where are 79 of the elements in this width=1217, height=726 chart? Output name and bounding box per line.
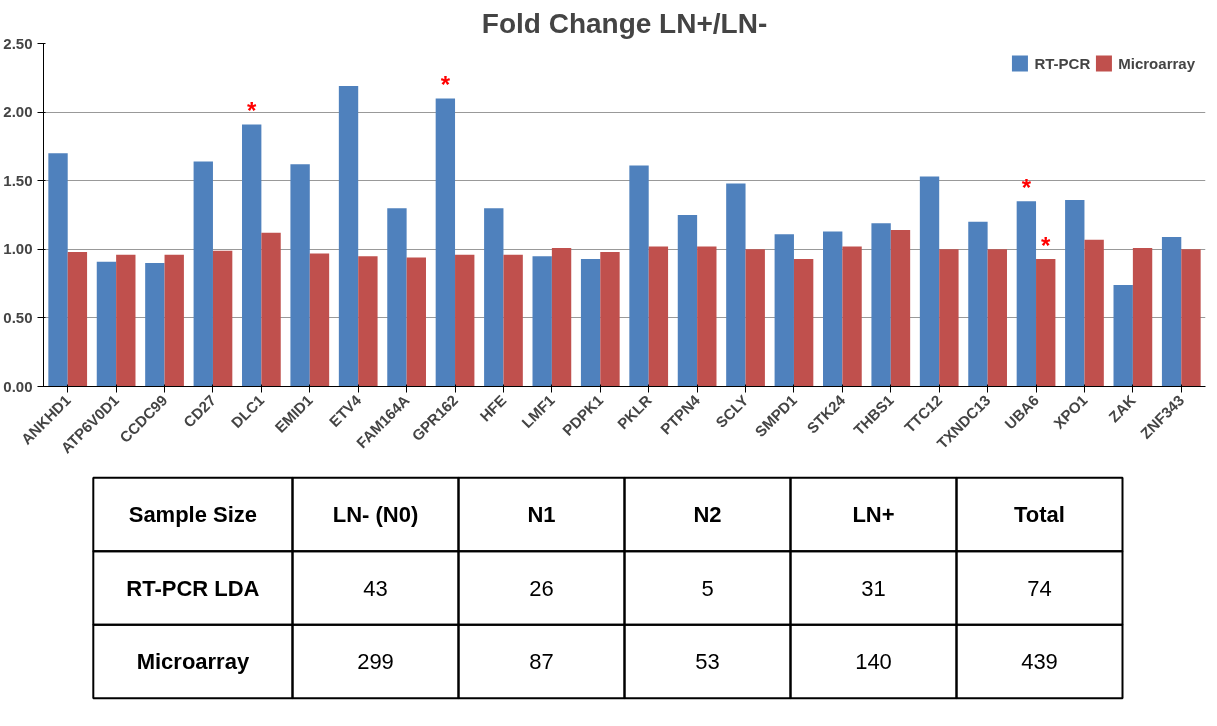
- bar: [290, 164, 310, 387]
- y-tick-label: 0.00: [3, 377, 33, 395]
- annotation: *: [1021, 174, 1032, 202]
- bar: [677, 215, 698, 387]
- category-label: Sample Size: [128, 502, 258, 528]
- bar: [939, 249, 959, 387]
- category-label: LN+: [852, 502, 895, 528]
- bar: [484, 208, 504, 387]
- bar: [435, 98, 456, 387]
- annotation: *: [440, 71, 451, 99]
- y-tick-label: 2.50: [3, 34, 33, 52]
- text: 43: [363, 575, 388, 601]
- bar: [1065, 199, 1085, 387]
- bar: [1113, 284, 1133, 387]
- text: 140: [855, 648, 892, 674]
- legend-label: Microarray: [1118, 54, 1195, 72]
- legend-label: RT-PCR: [1034, 54, 1091, 72]
- bar: [580, 258, 601, 387]
- bar: [745, 249, 765, 387]
- bar: [261, 232, 281, 387]
- bar: [1084, 239, 1104, 387]
- text: 5: [701, 575, 714, 601]
- text: 87: [529, 648, 554, 674]
- category-label: N2: [693, 502, 722, 528]
- category-label: Total: [1014, 502, 1065, 528]
- y-tick-label: 0.50: [3, 308, 33, 326]
- bar: [890, 230, 911, 387]
- bar: [697, 246, 717, 387]
- bar: [48, 153, 68, 387]
- text: 26: [529, 575, 554, 601]
- bar: [648, 246, 669, 387]
- text: 53: [695, 648, 720, 674]
- bar: [1132, 247, 1153, 387]
- bar: [726, 183, 746, 387]
- bar: [532, 256, 552, 387]
- bar: [406, 257, 426, 387]
- bar: [67, 252, 88, 387]
- bar: [358, 256, 378, 387]
- bar: [1161, 236, 1182, 387]
- y-tick-label: 1.50: [3, 171, 33, 189]
- category-label: N1: [527, 502, 556, 528]
- y-tick-label: 2.00: [3, 103, 33, 121]
- annotation: *: [247, 97, 258, 125]
- bar: [116, 254, 136, 387]
- bar: [793, 258, 814, 387]
- text: RT-PCR LDA: [126, 575, 260, 601]
- text: Microarray: [136, 648, 250, 674]
- bar: [629, 165, 649, 387]
- bar: [919, 176, 940, 387]
- bar: [774, 234, 794, 387]
- bar: [503, 254, 523, 387]
- bar: [387, 208, 407, 387]
- text: 31: [861, 575, 886, 601]
- text: 299: [357, 648, 394, 674]
- bar: [1181, 249, 1201, 387]
- bar: [309, 253, 330, 387]
- bar: [212, 250, 233, 387]
- bar: [193, 161, 213, 387]
- bar: [968, 221, 988, 387]
- text: 439: [1021, 648, 1058, 674]
- bar: [338, 86, 359, 387]
- bar: [842, 246, 862, 387]
- category-label: LN- (N0): [332, 502, 419, 528]
- bar: [823, 231, 843, 387]
- bar: [1036, 258, 1056, 387]
- bar: [1016, 201, 1037, 387]
- bar: [96, 261, 117, 387]
- bar: [145, 263, 165, 387]
- bar: [600, 252, 620, 387]
- text: 74: [1027, 575, 1052, 601]
- bar: [455, 254, 475, 387]
- bar: [871, 223, 891, 387]
- chart-title: Fold Change LN+/LN-: [481, 7, 768, 39]
- bar: [164, 254, 184, 387]
- annotation: *: [1041, 231, 1052, 259]
- bar: [551, 247, 572, 387]
- bar: [987, 249, 1007, 387]
- bar: [242, 124, 262, 387]
- y-tick-label: 1.00: [3, 240, 33, 258]
